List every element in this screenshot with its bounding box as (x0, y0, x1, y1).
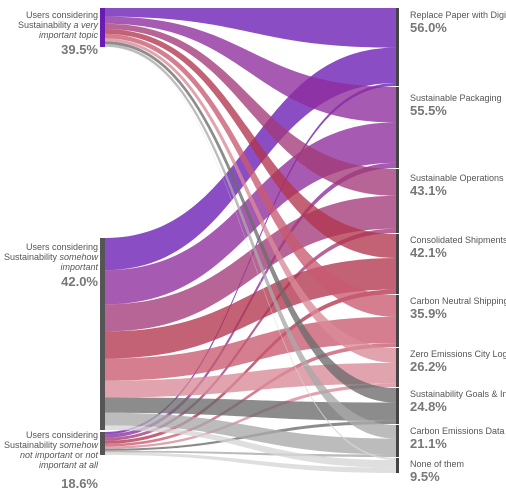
segment-percent: 39.5% (61, 42, 98, 57)
feature-percent: 43.1% (410, 183, 447, 198)
flow-link (105, 343, 396, 447)
feature-label-digital: Replace Paper with Digital 56.0% (410, 10, 506, 35)
flow-link (105, 8, 396, 48)
feature-percent: 9.5% (410, 469, 440, 484)
flow-link (105, 289, 396, 444)
feature-bar (396, 388, 399, 424)
flow-link (105, 452, 396, 473)
feature-name: Carbon Neutral Shipping (410, 296, 506, 306)
feature-label-none: None of them 9.5% (410, 459, 506, 484)
feature-label-zero-emissions: Zero Emissions City Logistics26.2% (410, 349, 506, 374)
feature-bar (396, 87, 399, 168)
feature-name: Consolidated Shipments (410, 235, 506, 245)
feature-label-carbon-neutral: Carbon Neutral Shipping 35.9% (410, 296, 506, 321)
flow-link (105, 41, 396, 403)
feature-bar (396, 8, 399, 86)
flow-link (105, 47, 396, 271)
flow-link (105, 316, 396, 381)
segment-bar (100, 432, 105, 455)
feature-percent: 24.8% (410, 399, 447, 414)
flow-link (105, 44, 396, 439)
feature-percent: 26.2% (410, 359, 447, 374)
segment-bar (100, 238, 105, 430)
feature-label-emissions-data: Carbon Emissions Data 21.1% (410, 426, 506, 451)
flow-link (105, 46, 396, 461)
feature-label-operations: Sustainable Operations 43.1% (410, 173, 506, 198)
feature-bar (396, 295, 399, 347)
segment-description: Users considering Sustainability somehow… (3, 430, 98, 470)
feature-bar (396, 425, 399, 457)
feature-bar (396, 234, 399, 294)
segment-label-not-important: Users considering Sustainability somehow… (0, 430, 98, 491)
feature-label-goals-info: Sustainability Goals & Info 24.8% (410, 389, 506, 414)
feature-name: None of them (410, 459, 465, 469)
flow-link (105, 228, 396, 441)
feature-percent: 55.5% (410, 103, 447, 118)
flow-link (105, 450, 396, 457)
feature-percent: 42.1% (410, 245, 447, 260)
segment-label-somehow-important: Users considering Sustainability somehow… (0, 242, 98, 289)
segment-bars (100, 8, 105, 455)
feature-name: Zero Emissions City Logistics (410, 349, 506, 359)
segment-percent: 18.6% (61, 476, 98, 491)
feature-bar (396, 458, 399, 473)
flow-link (105, 23, 396, 196)
flow-link (105, 412, 396, 455)
flow-link (105, 33, 396, 317)
flow-link (105, 38, 396, 363)
segment-percent: 42.0% (61, 274, 98, 289)
feature-name: Sustainable Packaging (410, 93, 502, 103)
feature-label-packaging: Sustainable Packaging 55.5% (410, 93, 506, 118)
feature-name: Sustainable Operations (410, 173, 504, 183)
feature-bars (396, 8, 399, 473)
feature-name: Carbon Emissions Data (410, 426, 505, 436)
flow-link (105, 362, 396, 398)
flow-link (105, 16, 396, 123)
segment-description: Users considering Sustainability somehow… (3, 242, 98, 272)
feature-name: Sustainability Goals & Info (410, 389, 506, 399)
flow-links (105, 8, 396, 473)
flow-link (105, 425, 396, 468)
segment-description: Users considering Sustainability a very … (17, 10, 98, 40)
feature-bar (396, 348, 399, 387)
segment-label-very-important: Users considering Sustainability a very … (0, 10, 98, 57)
feature-name: Replace Paper with Digital (410, 10, 506, 20)
segment-bar (100, 8, 105, 47)
feature-percent: 56.0% (410, 20, 447, 35)
feature-percent: 21.1% (410, 436, 447, 451)
feature-percent: 35.9% (410, 306, 447, 321)
feature-label-consolidated: Consolidated Shipments 42.1% (410, 235, 506, 260)
flow-link (105, 29, 396, 258)
feature-bar (396, 169, 399, 233)
